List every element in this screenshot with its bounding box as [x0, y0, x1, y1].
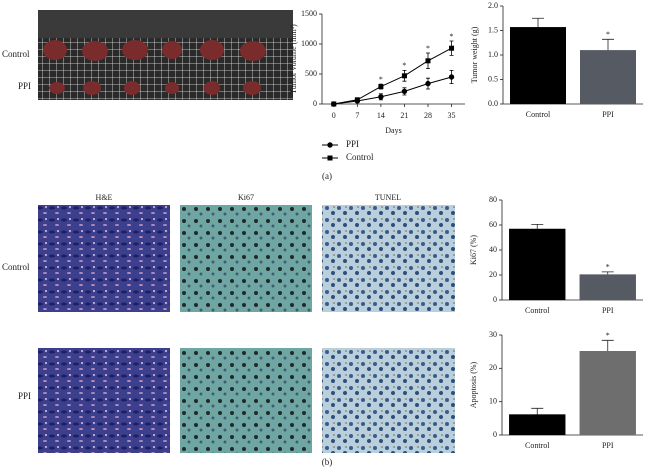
y-tick-label: 2.0 — [488, 1, 498, 10]
y-tick-label: 40 — [489, 245, 497, 254]
tumors — [43, 40, 266, 95]
y-axis-label: Ki67 (%) — [469, 235, 478, 265]
bar — [509, 228, 566, 300]
y-tick-label: 10 — [489, 396, 497, 405]
data-point — [425, 58, 431, 64]
data-point — [331, 101, 337, 107]
ruler — [38, 10, 293, 38]
column-label: Ki67 — [238, 193, 254, 202]
row-label: Control — [2, 262, 30, 272]
y-tick-label: 0.5 — [488, 74, 498, 83]
histology-photo — [322, 205, 455, 312]
x-tick-label: Control — [525, 441, 550, 450]
series-line — [333, 47, 452, 105]
y-axis-label: Tumor weight (g) — [470, 26, 479, 83]
error-bar — [601, 339, 614, 351]
data-point — [449, 45, 455, 51]
y-axis-label: Tumor volume (mm³) — [289, 24, 298, 94]
y-tick-label: 0 — [493, 295, 497, 304]
panel-label: (b) — [322, 457, 333, 467]
y-tick-label: 1500 — [301, 9, 317, 18]
y-tick-label: 1.5 — [488, 25, 498, 34]
x-tick-label: Control — [525, 306, 550, 315]
histology-photo — [322, 348, 455, 453]
y-tick-label: 20 — [489, 270, 497, 279]
data-point — [401, 73, 407, 79]
data-point — [401, 88, 408, 95]
panel-label: (a) — [322, 171, 332, 181]
column-label: H&E — [96, 193, 113, 202]
x-tick-label: PPI — [602, 306, 614, 315]
y-tick-label: 60 — [489, 220, 497, 229]
y-tick-label: 30 — [489, 330, 497, 339]
y-tick-label: 0.0 — [488, 99, 498, 108]
y-tick-label: 1000 — [301, 39, 317, 48]
y-tick-label: 80 — [489, 195, 497, 204]
legend-label: Control — [346, 152, 374, 162]
row-label: PPI — [18, 81, 31, 91]
series-line — [333, 76, 452, 105]
significance: * — [402, 61, 406, 70]
x-tick-label: 21 — [400, 111, 408, 120]
row-label: PPI — [18, 391, 31, 401]
bar — [509, 414, 566, 435]
row-label: Control — [2, 49, 30, 59]
data-point — [425, 80, 431, 87]
bar — [580, 50, 636, 104]
x-axis-label: Days — [385, 126, 401, 135]
histology-photo — [180, 348, 312, 453]
x-tick-label: Control — [526, 110, 551, 119]
significance: * — [606, 30, 610, 39]
data-point — [354, 97, 360, 103]
bar — [579, 274, 636, 300]
data-point — [378, 94, 384, 100]
x-tick-label: 0 — [332, 111, 336, 120]
histology-photo — [38, 205, 170, 312]
x-tick-label: PPI — [602, 441, 614, 450]
x-tick-label: 35 — [448, 111, 456, 120]
error-bar — [602, 38, 614, 51]
data-point — [448, 74, 455, 80]
y-tick-label: 500 — [305, 69, 317, 78]
y-tick-label: 20 — [489, 363, 497, 372]
significance: * — [379, 75, 383, 84]
significance: * — [606, 263, 610, 272]
significance: * — [606, 331, 610, 340]
bar — [510, 27, 566, 104]
x-tick-label: 28 — [424, 111, 432, 120]
error-bar — [601, 271, 614, 275]
x-tick-label: 14 — [377, 111, 385, 120]
legend-marker — [327, 155, 333, 161]
significance: * — [450, 32, 454, 41]
x-tick-label: 7 — [355, 111, 359, 120]
data-point — [378, 84, 384, 90]
histology-photo — [180, 205, 312, 312]
error-bar — [531, 407, 544, 415]
y-axis-label: Apoptosis (%) — [469, 361, 478, 408]
error-bar — [531, 223, 544, 229]
error-bar — [532, 17, 544, 28]
significance: * — [426, 44, 430, 53]
column-label: TUNEL — [375, 193, 401, 202]
y-tick-label: 0 — [493, 430, 497, 439]
y-tick-label: 1.0 — [488, 50, 498, 59]
histology-photo — [38, 348, 170, 453]
legend-marker — [327, 142, 333, 148]
x-tick-label: PPI — [602, 110, 614, 119]
legend-label: PPI — [346, 139, 359, 149]
bar — [579, 351, 636, 435]
y-tick-label: 0 — [313, 99, 317, 108]
